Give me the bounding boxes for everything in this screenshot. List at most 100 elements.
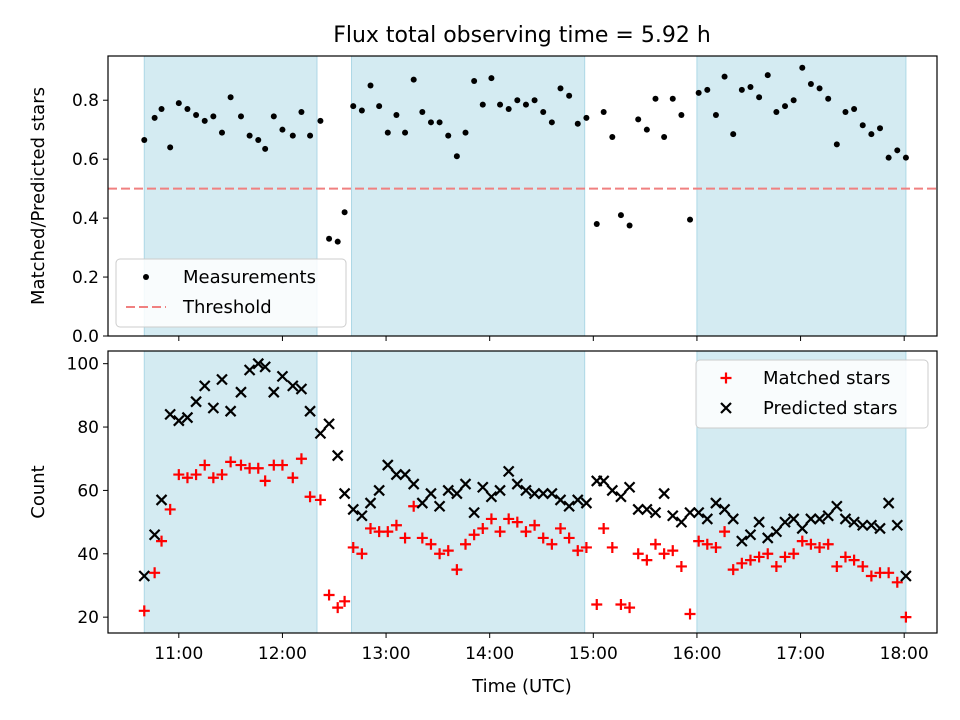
measurement-point: [721, 73, 728, 80]
predicted-star-point: [476, 481, 489, 494]
matched-star-point: [295, 453, 307, 465]
matched-star-point: [591, 598, 603, 610]
measurement-point: [289, 132, 296, 139]
predicted-star-point: [554, 494, 567, 506]
matched-star-point: [382, 526, 394, 538]
predicted-star-point: [382, 459, 394, 471]
y-tick-label: 40: [77, 545, 99, 565]
measurement-point: [317, 117, 324, 124]
matched-star-point: [164, 503, 176, 515]
matched-star-point: [572, 545, 584, 557]
matched-star-point: [332, 602, 344, 614]
measurement-point: [497, 101, 504, 108]
measurement-point: [410, 76, 417, 83]
measurement-point: [626, 222, 633, 229]
predicted-star-point: [813, 513, 826, 525]
matched-star-point: [649, 538, 661, 550]
measurement-point: [193, 111, 200, 118]
measurement-point: [167, 144, 174, 151]
matched-star-point: [149, 567, 161, 579]
predicted-star-point: [805, 513, 817, 525]
measurement-point: [298, 109, 305, 115]
matched-star-point: [468, 529, 480, 541]
measurement-point: [816, 85, 823, 92]
predicted-star-point: [224, 405, 237, 417]
matched-star-point: [865, 570, 877, 582]
x-tick-label: 11:00: [154, 644, 203, 664]
predicted-star-point: [900, 570, 912, 582]
predicted-star-point: [563, 500, 575, 513]
predicted-star-point: [356, 509, 368, 522]
y-axis-label: Matched/Predicted stars: [28, 87, 49, 305]
matched-star-point: [615, 598, 627, 610]
measurement-point: [730, 131, 737, 138]
predicted-star-point: [268, 386, 280, 398]
predicted-star-point: [666, 509, 679, 522]
measurement-point: [488, 75, 495, 82]
measurement-point: [393, 111, 400, 118]
ratio-panel: 0.0 0.2 0.4 0.6 0.8 Matched/Predicted stars Me…: [28, 55, 938, 347]
matched-star-point: [323, 589, 335, 601]
matched-star-point: [225, 456, 237, 468]
matched-star-point: [287, 472, 299, 484]
predicted-star-point: [304, 405, 316, 417]
predicted-star-point: [770, 525, 783, 538]
matched-star-point: [598, 522, 610, 534]
matched-star-point: [347, 541, 359, 553]
measurement-point: [376, 103, 383, 110]
predicted-star-point: [323, 418, 335, 430]
matched-star-point: [839, 551, 851, 563]
measurement-point: [270, 113, 277, 120]
predicted-star-point: [235, 386, 247, 398]
y-tick-label: 0.2: [72, 268, 99, 288]
predicted-star-point: [276, 370, 289, 383]
chart-title: Flux total observing time = 5.92 h: [333, 23, 711, 48]
shaded-interval-1: [351, 56, 585, 336]
measurement-point: [617, 212, 624, 219]
measurement-point: [279, 126, 286, 133]
measurement-point: [151, 114, 158, 121]
measurement-point: [367, 82, 374, 89]
matched-star-point: [606, 541, 618, 553]
predicted-star-point: [761, 532, 774, 544]
measurement-point: [548, 119, 555, 126]
predicted-star-point: [727, 513, 739, 525]
matched-star-point: [314, 494, 326, 506]
predicted-star-point: [718, 503, 731, 516]
matched-star-point: [252, 462, 264, 474]
matched-star-point: [181, 472, 193, 484]
matched-star-point: [529, 519, 541, 531]
predicted-star-point: [891, 519, 904, 532]
legend-label: Matched stars: [763, 368, 890, 389]
matched-star-point: [259, 475, 271, 487]
matched-star-point: [390, 519, 402, 531]
matched-star-point: [138, 605, 150, 617]
legend-label: Measurements: [183, 267, 316, 288]
predicted-star-point: [787, 513, 800, 525]
matched-star-point: [520, 526, 532, 538]
predicted-star-point: [451, 487, 463, 500]
matched-star-point: [356, 548, 368, 560]
matched-star-point: [770, 560, 782, 572]
matched-star-point: [831, 560, 843, 572]
legend-marker-predicted: [720, 402, 732, 414]
predicted-star-point: [684, 506, 696, 519]
legend-box: [695, 359, 929, 429]
matched-star-point: [667, 545, 679, 557]
predicted-star-point: [425, 487, 437, 500]
measurement-point: [184, 106, 191, 113]
measurement-point: [218, 129, 225, 136]
matched-star-point: [779, 551, 791, 563]
x-tick-label: 18:00: [880, 644, 929, 664]
x-tick-label: 13:00: [362, 644, 411, 664]
measurement-point: [842, 109, 849, 115]
predicted-star-point: [615, 490, 627, 503]
measurement-point: [350, 103, 357, 110]
measurement-point: [334, 238, 341, 245]
matched-star-point: [235, 459, 247, 471]
predicted-star-point: [407, 478, 420, 490]
measurement-point: [825, 95, 832, 102]
matched-star-point: [658, 548, 670, 560]
measurement-point: [307, 132, 314, 139]
predicted-star-point: [796, 522, 809, 535]
